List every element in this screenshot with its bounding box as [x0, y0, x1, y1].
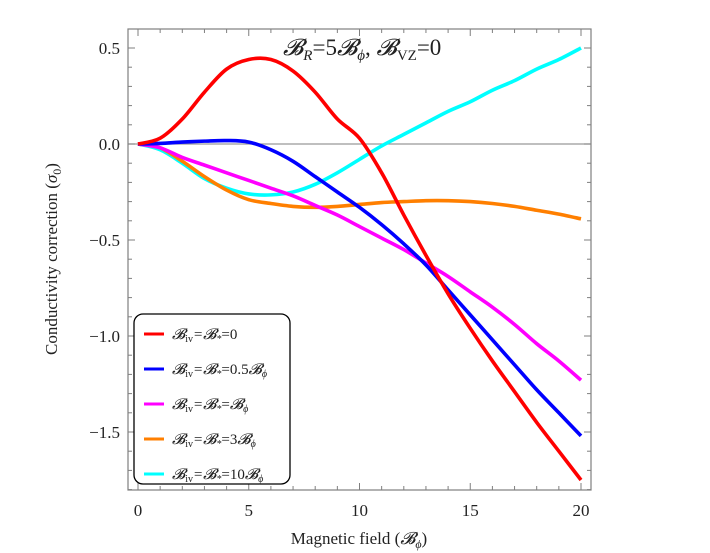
- series-line-0: [137, 56, 583, 482]
- legend-label: 𝓑iv=𝓑*=𝓑ϕ: [172, 397, 248, 415]
- y-axis-label: Conductivity correction (σ0): [42, 163, 64, 355]
- legend: 𝓑iv=𝓑*=0 𝓑iv=𝓑*=0.5𝓑ϕ 𝓑iv=𝓑*=𝓑ϕ 𝓑iv=𝓑*=3𝓑ϕ 𝓑…: [133, 313, 291, 485]
- tick-labels: 0 5 10 15 20 0.5 0.0 −0.5 −1.0 −1.5: [89, 39, 589, 520]
- x-axis-label: Magnetic field (𝓑ϕ): [291, 529, 427, 551]
- y-tick-label: 0.5: [99, 39, 120, 58]
- series-line-2: [137, 142, 583, 382]
- y-tick-label: −1.5: [89, 423, 120, 442]
- y-tick-label: 0.0: [99, 135, 120, 154]
- legend-label: 𝓑iv=𝓑*=0.5𝓑ϕ: [172, 362, 267, 380]
- axis-ticks: [128, 29, 591, 491]
- legend-label: 𝓑iv=𝓑*=3𝓑ϕ: [172, 432, 256, 450]
- x-tick-label: 15: [462, 501, 479, 520]
- y-tick-label: −0.5: [89, 231, 120, 250]
- chart-title: 𝓑R=5𝓑ϕ, 𝓑VZ=0: [283, 35, 441, 64]
- legend-box: [133, 313, 291, 485]
- legend-label: 𝓑iv=𝓑*=0: [172, 327, 237, 345]
- series-layer: [137, 46, 583, 482]
- x-tick-label: 10: [351, 501, 368, 520]
- x-tick-label: 0: [134, 501, 143, 520]
- series-line-1: [137, 138, 583, 438]
- y-tick-label: −1.0: [89, 327, 120, 346]
- x-tick-label: 20: [573, 501, 590, 520]
- series-line-3: [137, 142, 582, 221]
- legend-label: 𝓑iv=𝓑*=10𝓑ϕ: [172, 467, 263, 485]
- x-tick-label: 5: [245, 501, 254, 520]
